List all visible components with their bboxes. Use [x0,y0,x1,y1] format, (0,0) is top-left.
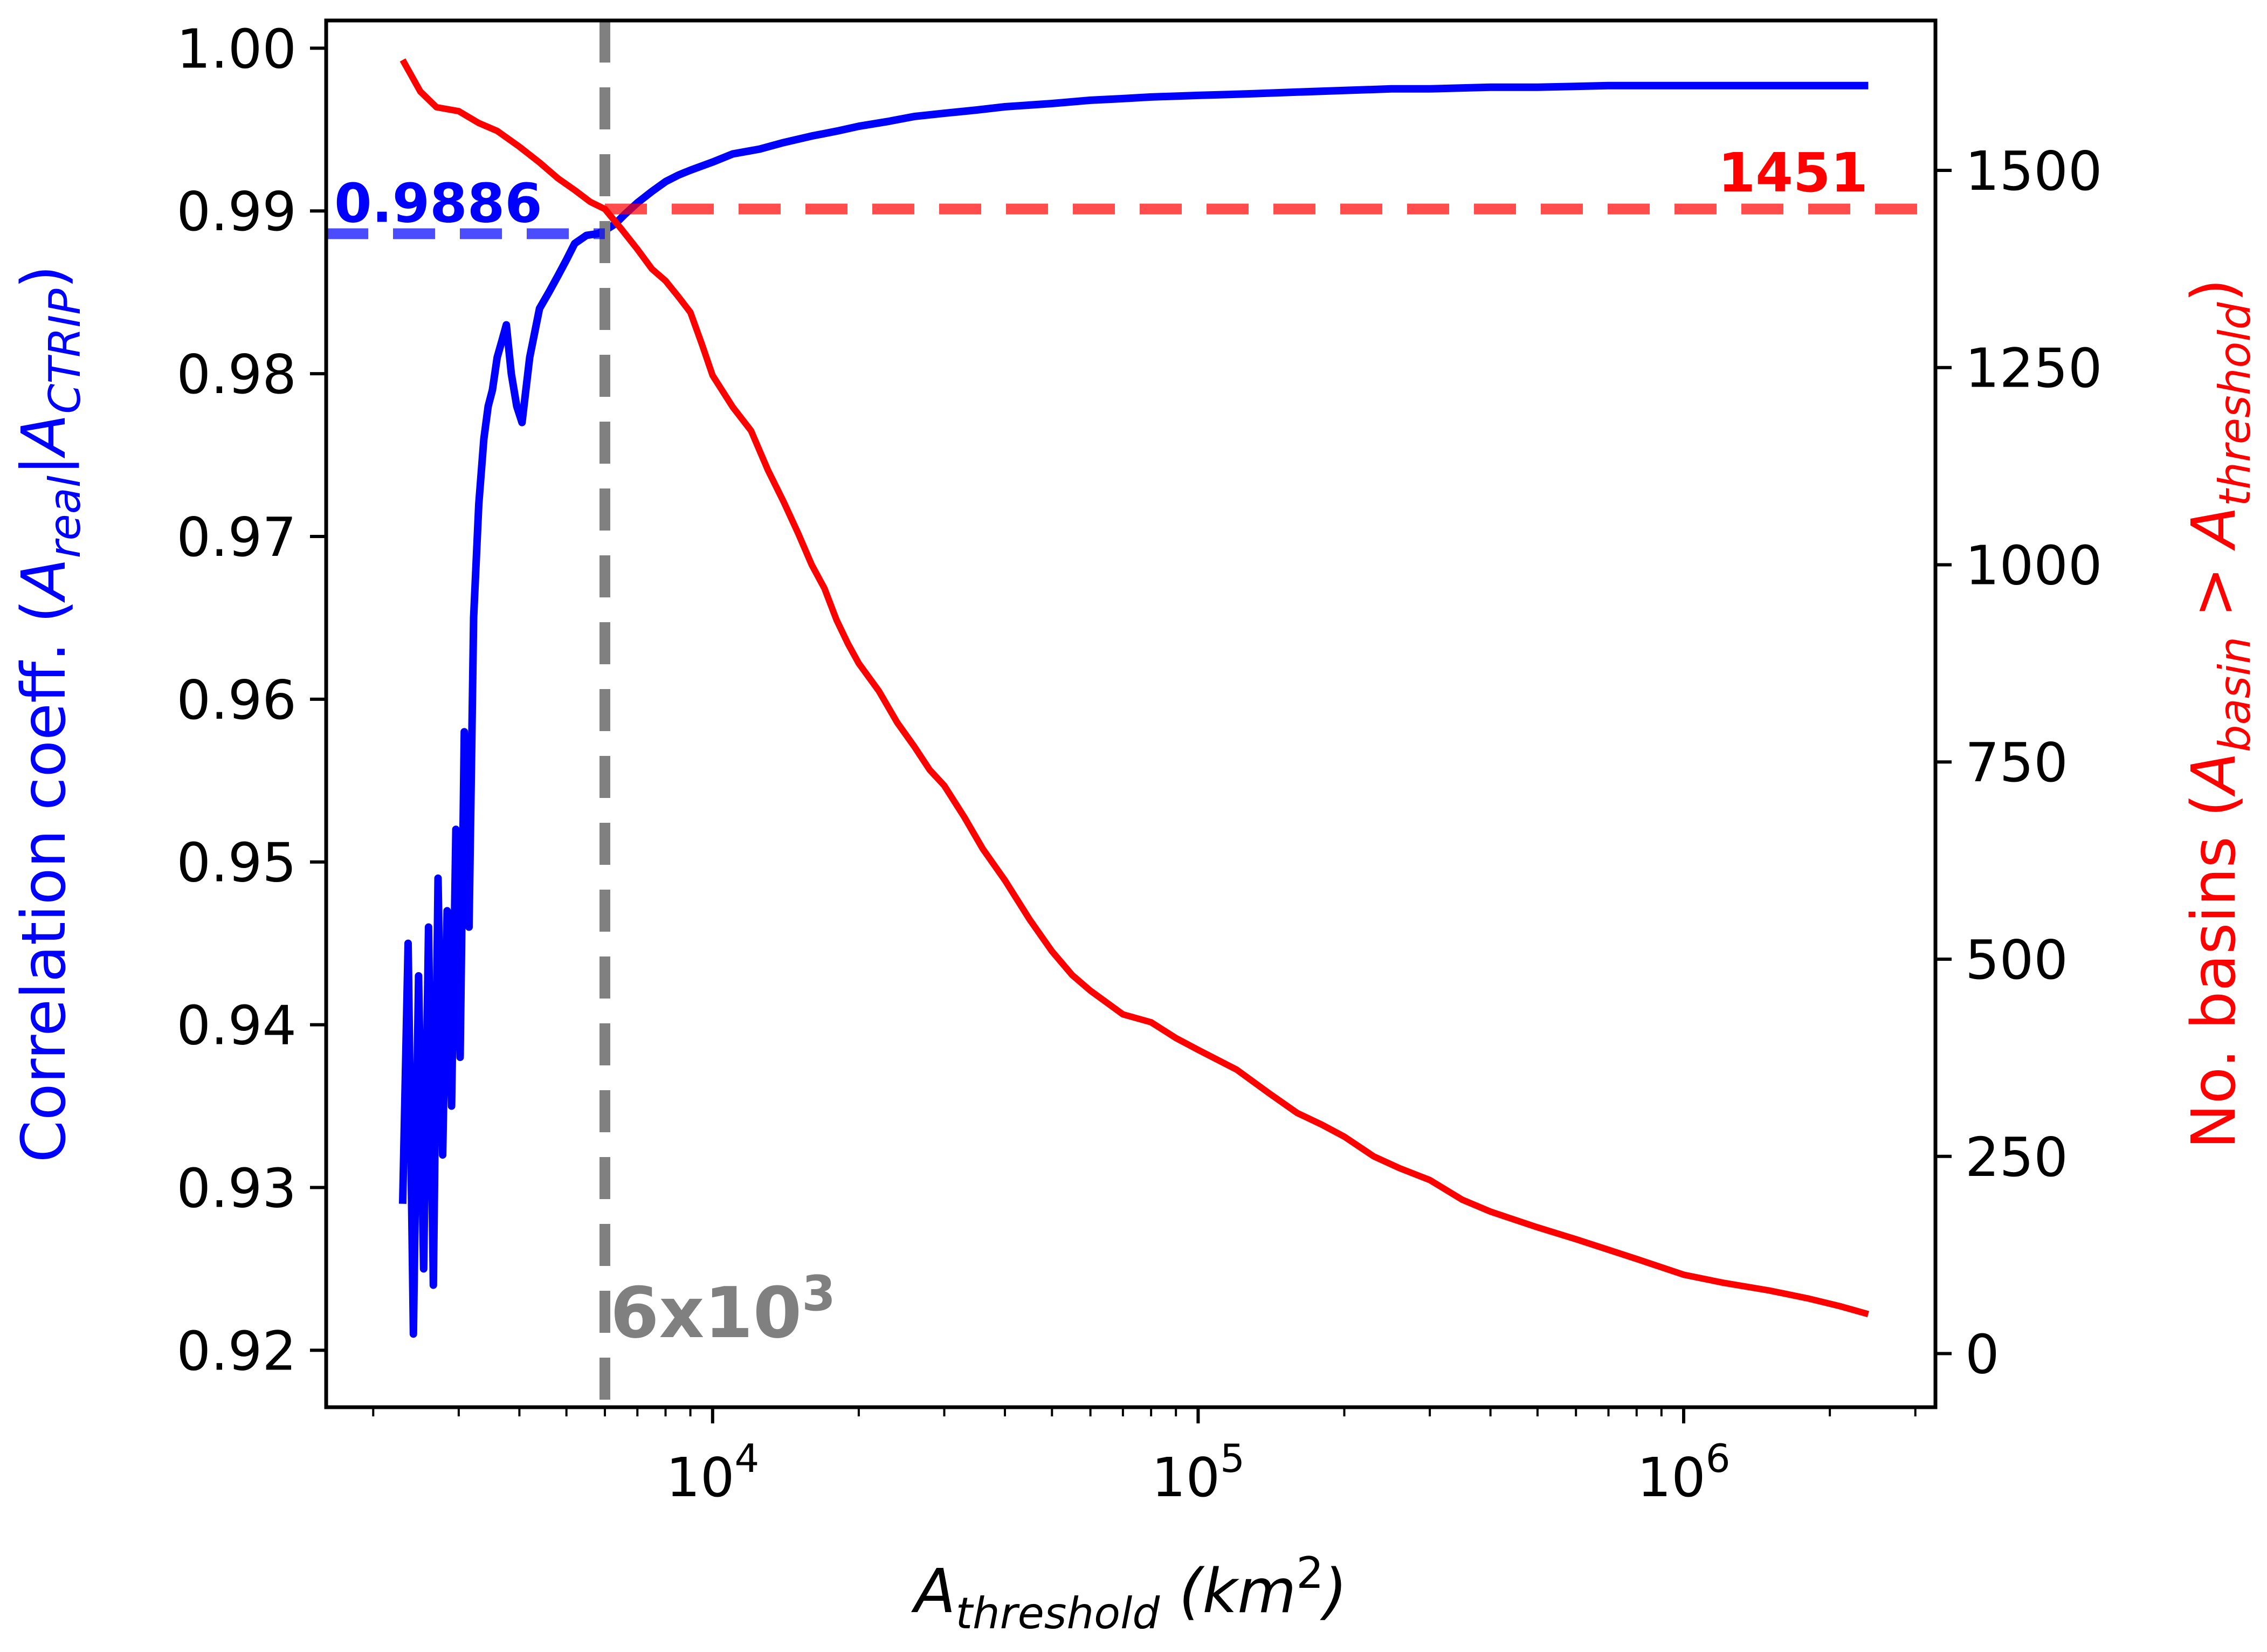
left-y-axis-title-b: A [9,414,79,459]
x-tick-label-base: 10 [1637,1446,1705,1509]
left-y-axis-title-suffix: ) [9,265,79,289]
left-y-tick-label: 0.98 [176,343,297,406]
x-axis-title-subscript: threshold [956,1588,1161,1639]
correlation-annotation: 0.9886 [334,171,542,235]
right-y-tick-label: 250 [1965,1126,2068,1189]
right-y-axis-title-suffix: ) [2179,279,2249,302]
right-y-tick-label: 500 [1965,928,2068,992]
right-y-tick-label: 1000 [1965,534,2103,597]
left-y-tick-label: 1.00 [176,17,297,80]
x-tick-label: 106 [1637,1436,1730,1509]
correlation-line [398,81,1869,1338]
x-tick-label-base: 10 [666,1446,734,1509]
basin-count-line [399,58,1870,1318]
right-y-axis-title-sub2: threshold [2210,301,2260,506]
left-y-tick-label: 0.95 [176,831,297,894]
threshold-annotation-base: 6x10 [610,1272,802,1354]
left-y-tick-label: 0.97 [176,506,297,569]
x-axis-title: Athreshold (km2) [911,1548,1347,1639]
left-y-axis-title-bar: | [9,455,79,476]
x-tick-label: 104 [666,1436,759,1509]
left-y-tick-label: 0.99 [176,180,297,243]
plot-content [326,20,1935,1407]
x-tick-label-exponent: 6 [1706,1436,1731,1481]
left-y-axis-title-a: A [9,558,79,603]
right-y-tick-label: 1500 [1965,140,2103,203]
right-y-axis-title-prefix: No. basins ( [2179,794,2249,1149]
left-y-tick-label: 0.92 [176,1319,297,1382]
x-tick-label-base: 10 [1152,1446,1220,1509]
right-y-axis-title-sub1: basin [2210,637,2260,752]
x-tick-label-exponent: 5 [1220,1436,1245,1481]
x-tick-label-exponent: 4 [735,1436,760,1481]
right-y-axis-title: No. basins (Abasin > Athreshold) [2179,279,2260,1149]
left-y-tick-label: 0.96 [176,669,297,732]
axis-ticks: 104 105 1060.920.930.940.950.960.970.980.9… [176,17,2102,1509]
left-y-axis-title-sub1: real [40,476,90,558]
right-y-tick-label: 1250 [1965,337,2103,400]
threshold-annotation-exponent: 3 [802,1265,836,1322]
left-y-axis-title-sub2: CTRIP [40,288,90,414]
right-y-axis-title-gt: > [2179,548,2249,637]
plot-frame [324,18,1938,1409]
x-axis-title-symbol: A [911,1557,956,1627]
basin-count-annotation: 1451 [1718,141,1868,204]
x-axis-title-unit-exponent: 2 [1296,1548,1324,1598]
right-y-tick-label: 750 [1965,731,2068,794]
left-y-axis-title-prefix: Correlation coeff. ( [9,600,79,1162]
x-axis-title-unit: (km [1160,1557,1296,1627]
left-y-tick-label: 0.93 [176,1157,297,1220]
left-y-axis-title: Correlation coeff. (Areal|ACTRIP) [9,265,90,1162]
threshold-annotation: 6x103 [610,1265,836,1354]
right-y-axis-title-a: A [2179,752,2249,797]
x-axis-title-unit-close: ) [1320,1557,1347,1627]
left-y-tick-label: 0.94 [176,994,297,1057]
right-y-axis-title-b: A [2179,506,2249,551]
x-tick-label: 105 [1152,1436,1245,1509]
right-y-tick-label: 0 [1965,1323,2000,1386]
